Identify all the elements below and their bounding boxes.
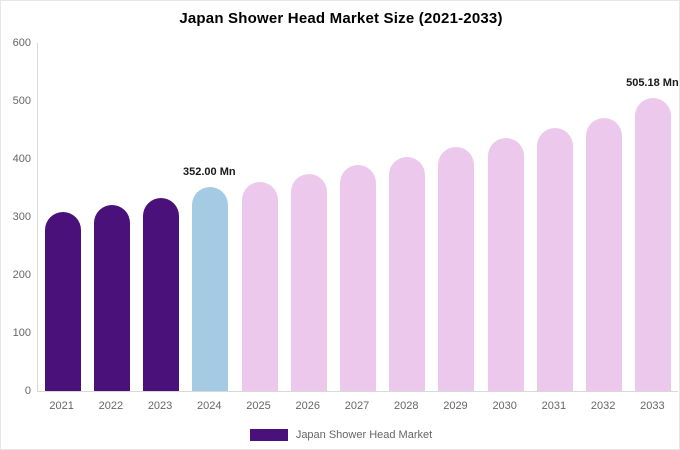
x-tick-label-2030: 2030 [492, 400, 517, 412]
y-tick-label: 100 [12, 327, 31, 339]
x-tick-label-2033: 2033 [640, 400, 665, 412]
x-tick-label-2028: 2028 [393, 400, 419, 412]
bar-2024 [192, 186, 229, 391]
bar-2032 [586, 118, 623, 391]
bar-2033 [635, 97, 672, 391]
bar-2029 [438, 147, 475, 391]
x-tick-label-2024: 2024 [197, 400, 222, 412]
x-tick-label-2021: 2021 [49, 400, 74, 412]
chart-title: Japan Shower Head Market Size (2021-2033… [179, 10, 503, 27]
legend: Japan Shower Head Market [1, 429, 679, 441]
x-tick-label-2025: 2025 [246, 400, 271, 412]
x-tick-label-2023: 2023 [147, 400, 173, 412]
bar-2026 [290, 173, 327, 391]
legend-swatch [249, 429, 288, 441]
y-tick-label: 200 [12, 269, 31, 281]
bar-2023 [143, 197, 180, 391]
x-tick-label-2032: 2032 [590, 400, 616, 412]
bar-2022 [93, 205, 130, 391]
bar-2027 [340, 164, 376, 391]
bar-2030 [487, 137, 524, 391]
y-tick-label: 500 [12, 95, 31, 107]
bar-value-label-2033: 505.18 Mn [626, 76, 679, 89]
x-tick-label-2026: 2026 [295, 400, 320, 412]
plot-area [37, 43, 678, 392]
x-tick-label-2031: 2031 [541, 400, 567, 412]
y-tick-label: 300 [12, 211, 31, 223]
y-tick-label: 600 [12, 37, 31, 49]
bar-2031 [536, 128, 573, 391]
x-tick-label-2029: 2029 [443, 400, 468, 412]
bar-2021 [44, 212, 81, 391]
legend-label: Japan Shower Head Market [295, 429, 433, 441]
x-tick-label-2027: 2027 [344, 400, 370, 412]
bar-2025 [241, 181, 278, 391]
y-tick-label: 0 [24, 385, 31, 397]
bar-2028 [389, 156, 426, 391]
y-tick-label: 400 [12, 153, 31, 165]
bar-value-label-2024: 352.00 Mn [183, 165, 236, 178]
x-tick-label-2022: 2022 [98, 400, 124, 412]
